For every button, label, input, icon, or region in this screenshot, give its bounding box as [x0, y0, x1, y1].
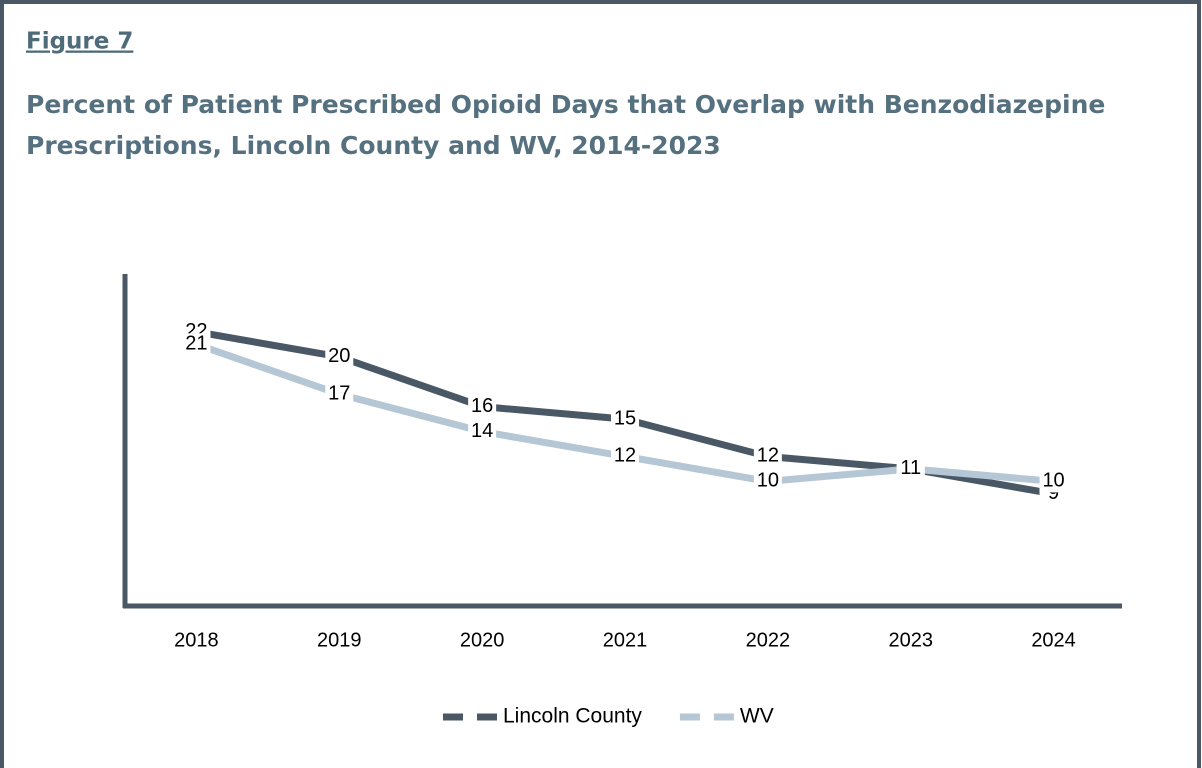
data-label: 21 — [185, 333, 207, 355]
data-label: 9 — [1048, 482, 1059, 504]
data-label: 15 — [614, 407, 636, 429]
data-label: 12 — [757, 445, 779, 467]
data-label: 11 — [900, 457, 921, 479]
data-label-bg — [325, 383, 354, 406]
legend-label: Lincoln County — [503, 705, 642, 728]
data-label-bg — [468, 395, 497, 418]
x-tick-label: 2018 — [174, 629, 219, 651]
data-label-bg — [896, 457, 925, 480]
chart-title: Prescriptions, Lincoln County and WV, 20… — [26, 131, 721, 160]
chart-title: Percent of Patient Prescribed Opioid Day… — [26, 90, 1105, 119]
data-label-bg — [325, 345, 354, 368]
data-label: 14 — [471, 420, 493, 442]
x-tick-label: 2020 — [460, 629, 505, 651]
x-tick-label: 2019 — [317, 629, 362, 651]
x-tick-label: 2023 — [888, 629, 933, 651]
data-label-bg — [1039, 470, 1068, 493]
data-label-bg — [468, 420, 497, 443]
legend-label: WV — [740, 705, 774, 728]
data-label-bg — [611, 408, 639, 431]
data-label: 10 — [1042, 470, 1064, 492]
data-label: 20 — [328, 345, 350, 367]
data-label: 12 — [614, 445, 636, 467]
data-label-bg — [753, 445, 782, 468]
data-label-bg — [611, 445, 639, 468]
x-tick-label: 2024 — [1031, 629, 1076, 651]
data-label-bg — [753, 470, 782, 493]
data-label-bg — [182, 333, 211, 356]
data-label: 16 — [471, 395, 493, 417]
figure-label: Figure 7 — [26, 29, 133, 55]
data-label: 10 — [757, 470, 779, 492]
x-tick-label: 2022 — [746, 629, 791, 651]
x-tick-label: 2021 — [603, 629, 648, 651]
data-label: 17 — [328, 382, 350, 404]
